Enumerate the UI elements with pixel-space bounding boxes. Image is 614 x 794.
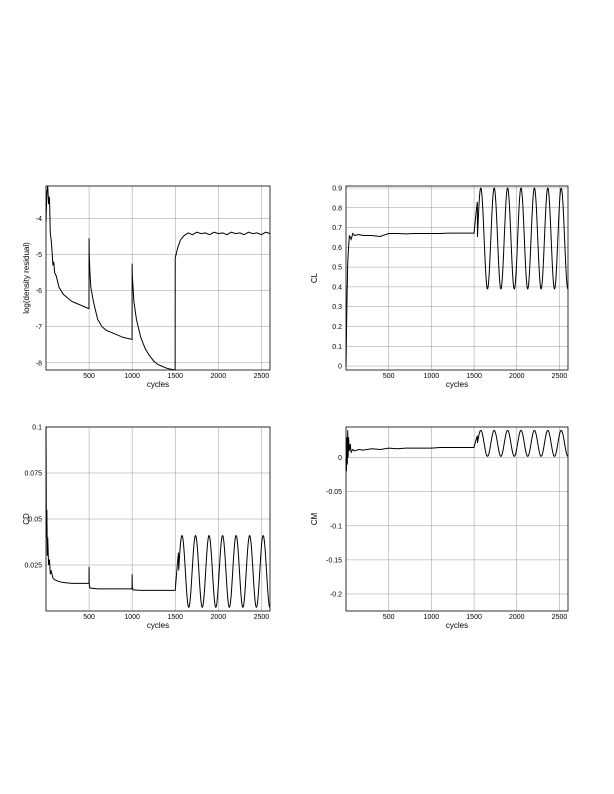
x-tick-label: 1500 xyxy=(167,614,183,621)
x-tick-label: 2000 xyxy=(509,373,525,380)
y-tick-label: 0.075 xyxy=(24,471,42,478)
series-line xyxy=(345,429,569,472)
x-tick-label: 2000 xyxy=(211,373,227,380)
y-tick-label: -0.15 xyxy=(326,557,342,564)
series-line xyxy=(45,426,271,608)
y-tick-label: -0.05 xyxy=(326,489,342,496)
y-tick-label: -0.2 xyxy=(330,591,342,598)
x-tick-label: 1500 xyxy=(466,614,482,621)
y-tick-label: 0.2 xyxy=(332,324,342,331)
y-tick-label: 0.8 xyxy=(332,205,342,212)
y-tick-label: 0.025 xyxy=(24,563,42,570)
y-tick-label: 0.1 xyxy=(32,425,42,432)
y-tick-label: 0.4 xyxy=(332,284,342,291)
y-tick-label: 0.9 xyxy=(332,185,342,192)
x-tick-label: 1000 xyxy=(124,373,140,380)
y-tick-label: -4 xyxy=(36,216,42,223)
y-tick-label: -6 xyxy=(36,288,42,295)
x-axis-label: cycles xyxy=(147,380,169,389)
x-tick-label: 2500 xyxy=(552,373,568,380)
y-axis-label: CD xyxy=(22,513,31,525)
plot-frame xyxy=(345,426,569,612)
y-tick-label: 0.6 xyxy=(332,245,342,252)
x-tick-label: 500 xyxy=(383,614,395,621)
y-tick-label: -0.1 xyxy=(330,523,342,530)
x-tick-label: 2000 xyxy=(211,614,227,621)
x-tick-label: 1500 xyxy=(466,373,482,380)
chart-panel-2: 500 1000 1500 2000 2500 0 0.1 0.2 0.3 0.4 0.5 0.6 0.… xyxy=(310,185,569,389)
x-tick-label: 1000 xyxy=(424,614,440,621)
x-tick-label: 1500 xyxy=(167,373,183,380)
y-tick-label: 0.3 xyxy=(332,304,342,311)
x-tick-label: 500 xyxy=(83,373,95,380)
x-tick-label: 2500 xyxy=(254,373,270,380)
y-tick-label: 0 xyxy=(338,364,342,371)
y-axis-label: log(density residual) xyxy=(22,242,31,314)
x-tick-label: 500 xyxy=(83,614,95,621)
series-line xyxy=(345,187,569,367)
y-tick-label: -5 xyxy=(36,252,42,259)
x-tick-label: 2000 xyxy=(509,614,525,621)
x-tick-label: 1000 xyxy=(124,614,140,621)
y-tick-label: 0 xyxy=(338,455,342,462)
chart-panel-3: 500 1000 1500 2000 2500 0.025 0.05 0.075 0.1 cycl… xyxy=(22,425,271,630)
chart-panel-1: 500 1000 1500 2000 2500 -8 -7 -6 -5 -4 cycles log(d… xyxy=(22,185,271,389)
y-axis-label: CM xyxy=(310,512,319,525)
plot-frame xyxy=(345,185,569,371)
y-tick-label: 0.1 xyxy=(332,344,342,351)
x-axis-label: cycles xyxy=(147,621,169,630)
y-tick-label: 0.5 xyxy=(332,265,342,272)
plot-frame xyxy=(45,185,271,371)
x-tick-label: 2500 xyxy=(254,614,270,621)
y-axis-label: CL xyxy=(310,272,319,283)
chart-panel-4: 500 1000 1500 2000 2500 -0.2 -0.15 -0.1 -0.05 0 cy… xyxy=(310,426,569,630)
x-tick-label: 1000 xyxy=(424,373,440,380)
x-axis-label: cycles xyxy=(446,621,468,630)
y-tick-label: 0.7 xyxy=(332,225,342,232)
x-tick-label: 500 xyxy=(383,373,395,380)
y-tick-label: -7 xyxy=(36,324,42,331)
y-tick-label: 0.05 xyxy=(28,517,42,524)
y-tick-label: -8 xyxy=(36,360,42,367)
series-line xyxy=(45,185,271,371)
x-tick-label: 2500 xyxy=(552,614,568,621)
x-axis-label: cycles xyxy=(446,380,468,389)
